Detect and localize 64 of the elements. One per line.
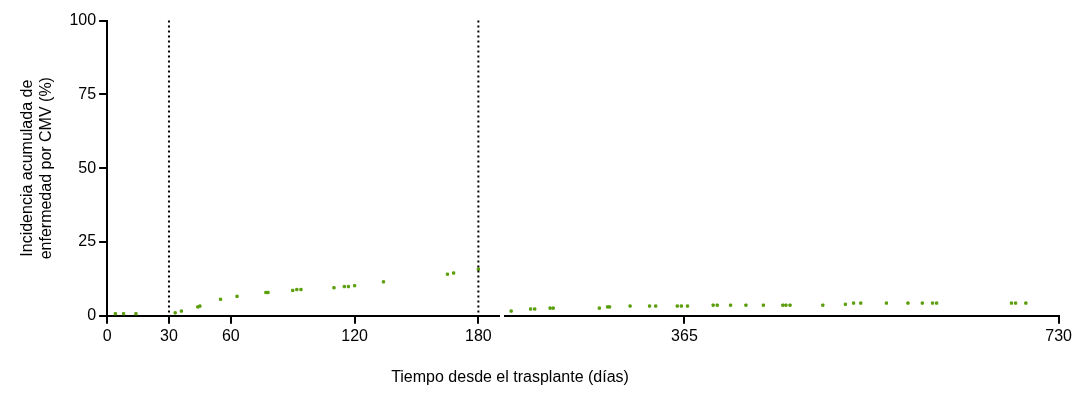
- point: [1024, 301, 1028, 305]
- point: [685, 304, 690, 308]
- x-tick-label: 180: [465, 326, 492, 344]
- point: [851, 301, 856, 305]
- point: [342, 284, 346, 289]
- point: [647, 304, 652, 308]
- y-tick-label: 75: [78, 84, 97, 102]
- point: [761, 303, 765, 307]
- point: [291, 288, 295, 293]
- point: [218, 297, 223, 301]
- point: [476, 267, 481, 271]
- y-tick-label: 50: [78, 158, 97, 176]
- point: [173, 311, 177, 315]
- point: [821, 303, 825, 307]
- x-tick-label: 60: [221, 326, 240, 344]
- point: [654, 304, 658, 308]
- point: [597, 306, 601, 310]
- point: [299, 287, 303, 292]
- point: [788, 303, 792, 307]
- x-tick-label: 365: [671, 326, 698, 344]
- point: [548, 306, 552, 310]
- point: [332, 286, 336, 290]
- point: [906, 301, 910, 305]
- point: [784, 303, 788, 307]
- point: [381, 280, 386, 284]
- point: [628, 304, 632, 308]
- point: [551, 306, 555, 310]
- point: [352, 284, 357, 288]
- point: [843, 302, 848, 306]
- point: [121, 312, 126, 316]
- point: [445, 272, 450, 276]
- x-axis-title: Tiempo desde el trasplante (días): [390, 368, 630, 386]
- y-tick-label: 25: [78, 232, 97, 250]
- point: [179, 309, 183, 313]
- point: [679, 304, 683, 308]
- point: [935, 301, 939, 305]
- point: [715, 303, 719, 307]
- y-tick-label: 100: [69, 11, 97, 29]
- point: [930, 301, 935, 305]
- x-tick-label: 730: [1045, 326, 1073, 344]
- point: [533, 307, 537, 311]
- point: [529, 307, 533, 311]
- point: [711, 303, 715, 307]
- point: [295, 287, 299, 292]
- point: [134, 312, 138, 316]
- point: [744, 303, 748, 307]
- point: [113, 312, 117, 316]
- point: [509, 309, 513, 313]
- y-axis-title: Incidencia acumulada de enfermedad por CMV (%): [18, 77, 55, 260]
- point: [235, 294, 239, 298]
- point: [675, 304, 679, 308]
- point: [346, 284, 351, 289]
- point: [1013, 301, 1018, 305]
- y-tick-label: 0: [87, 306, 97, 324]
- point: [451, 271, 456, 275]
- point: [920, 301, 924, 305]
- point: [859, 301, 863, 305]
- point: [1009, 301, 1014, 305]
- x-tick-label: 30: [160, 326, 178, 344]
- point: [884, 301, 889, 305]
- x-tick-label: 0: [102, 326, 112, 344]
- point: [781, 303, 785, 307]
- x-tick-label: 120: [341, 326, 369, 344]
- point: [728, 303, 733, 307]
